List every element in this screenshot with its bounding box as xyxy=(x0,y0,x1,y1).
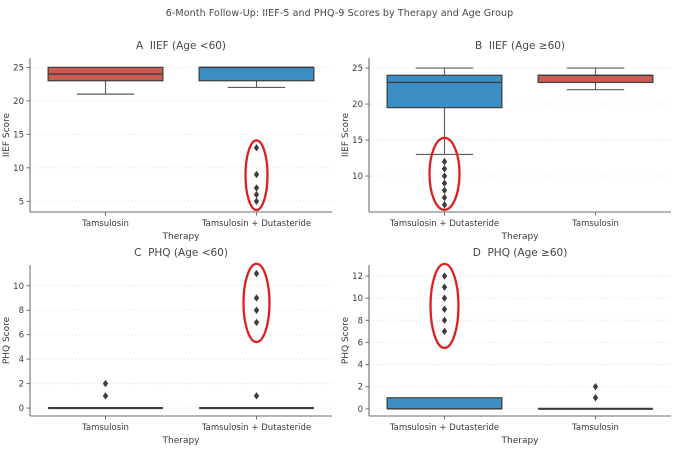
outlier-marker xyxy=(441,305,448,313)
outlier-marker xyxy=(253,190,260,199)
box-red xyxy=(537,74,654,84)
subplot-title: C PHQ (Age <60) xyxy=(134,247,228,259)
boxplot-svg-A: 5 10 15 20 25 A IIEF (Age <60) IIEF Score Tamsu… xyxy=(2,40,332,242)
box-blue xyxy=(386,74,503,109)
box-blue xyxy=(386,397,503,410)
x-axis-label: Therapy xyxy=(162,436,201,446)
outlier-marker xyxy=(441,201,448,209)
y-tick-label: 20 xyxy=(352,100,363,110)
figure-title: 6-Month Follow-Up: IIEF-5 and PHQ-9 Scor… xyxy=(165,8,514,19)
panel-iief-age-gte60: 10 15 20 25 B IIEF (Age ≥60) IIEF Score Tamsul… xyxy=(339,36,679,246)
x-axis-label: Therapy xyxy=(501,436,540,446)
boxplot-svg-C: 0 2 4 6 8 10 C PHQ (Age <60) PHQ Score Tamsulosi… xyxy=(2,247,332,446)
panel-phq-age-lt60: 0 2 4 6 8 10 C PHQ (Age <60) PHQ Score Tamsulosi… xyxy=(0,243,340,450)
y-tick-label: 4 xyxy=(358,361,363,371)
x-axis-label: Therapy xyxy=(501,232,540,242)
outlier-marker xyxy=(441,179,448,187)
outlier-annotation-ellipse xyxy=(244,139,269,212)
y-tick-label: 6 xyxy=(19,331,24,341)
x-tick-label: Tamsulosin + Dutasteride xyxy=(201,219,311,229)
outlier-marker xyxy=(441,165,448,173)
y-axis-label: IIEF Score xyxy=(2,112,12,157)
outlier-marker xyxy=(253,197,260,205)
outlier-marker xyxy=(441,294,448,302)
outlier-marker xyxy=(253,306,260,314)
y-tick-label: 0 xyxy=(358,405,363,415)
x-tick-label: Tamsulosin + Dutasteride xyxy=(389,219,499,229)
outlier-marker xyxy=(441,157,448,166)
outlier-marker xyxy=(592,394,599,402)
outlier-marker xyxy=(441,172,448,180)
y-axis-label: PHQ Score xyxy=(2,316,12,364)
x-axis-label: Therapy xyxy=(162,232,201,242)
outlier-marker xyxy=(441,316,448,325)
outlier-annotation-ellipse xyxy=(242,262,271,344)
boxplot-svg-D: 0 2 4 6 8 10 12 D PHQ (Age ≥60) PHQ Score Tamsulo… xyxy=(341,247,671,446)
y-tick-label: 25 xyxy=(352,64,363,74)
y-tick-label: 15 xyxy=(352,136,363,146)
y-tick-label: 10 xyxy=(13,164,24,174)
outlier-marker xyxy=(441,272,448,280)
subplot-title: A IIEF (Age <60) xyxy=(136,40,226,52)
y-tick-label: 8 xyxy=(19,306,24,316)
y-tick-label: 10 xyxy=(352,294,363,304)
outlier-marker xyxy=(592,382,599,391)
y-axis-label: IIEF Score xyxy=(341,112,351,157)
outlier-marker xyxy=(441,186,448,195)
x-tick-label: Tamsulosin xyxy=(571,219,619,229)
y-tick-label: 25 xyxy=(13,63,24,73)
subplot-title: B IIEF (Age ≥60) xyxy=(475,40,565,52)
x-tick-label: Tamsulosin + Dutasteride xyxy=(201,423,311,433)
outlier-marker xyxy=(253,184,260,192)
y-tick-label: 0 xyxy=(19,404,24,414)
subplot-title: D PHQ (Age ≥60) xyxy=(473,247,568,259)
panel-phq-age-gte60: 0 2 4 6 8 10 12 D PHQ (Age ≥60) PHQ Score Tamsulo… xyxy=(339,243,679,450)
outlier-marker xyxy=(102,392,109,400)
panel-iief-age-lt60: 5 10 15 20 25 A IIEF (Age <60) IIEF Score Tamsu… xyxy=(0,36,340,246)
y-tick-label: 6 xyxy=(358,338,363,348)
x-tick-label: Tamsulosin xyxy=(81,219,129,229)
outlier-marker xyxy=(441,327,448,336)
outlier-marker xyxy=(253,392,260,400)
y-tick-label: 2 xyxy=(358,383,363,393)
outlier-marker xyxy=(253,269,260,278)
box-blue xyxy=(198,66,315,82)
outlier-marker xyxy=(253,318,260,327)
outlier-marker xyxy=(102,379,109,388)
y-axis-label: PHQ Score xyxy=(341,316,351,364)
boxplot-svg-B: 10 15 20 25 B IIEF (Age ≥60) IIEF Score Tamsul… xyxy=(341,40,671,242)
y-tick-label: 4 xyxy=(19,355,24,365)
outlier-marker xyxy=(441,283,448,291)
outlier-annotation-ellipse xyxy=(429,262,460,350)
y-tick-label: 15 xyxy=(13,130,24,140)
x-tick-label: Tamsulosin xyxy=(81,423,129,433)
y-tick-label: 20 xyxy=(13,97,24,107)
x-tick-label: Tamsulosin + Dutasteride xyxy=(389,423,499,433)
y-tick-label: 5 xyxy=(19,197,24,207)
outlier-marker xyxy=(253,144,260,152)
outlier-marker xyxy=(253,170,260,179)
y-tick-label: 10 xyxy=(13,282,24,292)
y-tick-label: 12 xyxy=(352,272,363,282)
outlier-annotation-ellipse xyxy=(428,136,461,211)
outlier-marker xyxy=(253,294,260,302)
y-tick-label: 8 xyxy=(358,316,363,326)
y-tick-label: 10 xyxy=(352,172,363,182)
y-tick-label: 2 xyxy=(19,380,24,390)
outlier-marker xyxy=(441,193,448,202)
x-tick-label: Tamsulosin xyxy=(571,423,619,433)
